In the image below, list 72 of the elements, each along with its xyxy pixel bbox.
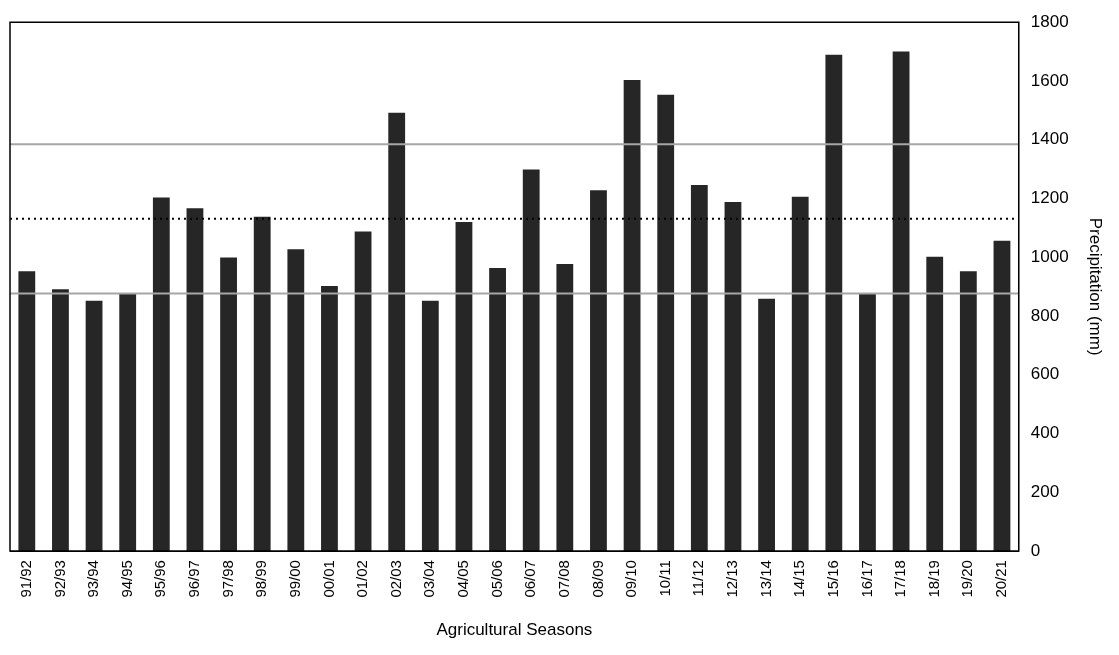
bar bbox=[859, 293, 876, 552]
bar bbox=[253, 216, 271, 552]
x-tick-label: 04/05 bbox=[454, 560, 472, 598]
x-tick-label: 16/17 bbox=[857, 560, 875, 598]
bar bbox=[52, 289, 69, 552]
bar bbox=[455, 221, 473, 552]
bar bbox=[220, 257, 237, 552]
bar bbox=[152, 197, 170, 552]
x-tick-label: 12/13 bbox=[723, 560, 741, 598]
bar bbox=[18, 271, 36, 552]
x-tick-label: 11/12 bbox=[689, 560, 707, 597]
y-tick-label: 200 bbox=[1030, 481, 1060, 501]
bar bbox=[186, 208, 204, 552]
bar bbox=[287, 249, 305, 552]
bar bbox=[724, 202, 742, 552]
y-axis-title: Precipitation (mm) bbox=[1086, 217, 1106, 356]
bar bbox=[657, 94, 675, 552]
y-tick-label: 1800 bbox=[1030, 11, 1069, 31]
bar bbox=[489, 268, 506, 552]
y-tick-label: 600 bbox=[1030, 364, 1060, 384]
x-tick-label: 03/04 bbox=[420, 560, 438, 598]
x-tick-label: 00/01 bbox=[319, 560, 337, 598]
bar bbox=[85, 300, 103, 552]
y-tick-label: 800 bbox=[1030, 305, 1060, 325]
bar bbox=[522, 169, 540, 552]
x-tick-label: 91/92 bbox=[16, 560, 34, 598]
x-tick-label: 01/02 bbox=[353, 560, 371, 598]
x-tick-label: 18/19 bbox=[924, 560, 942, 598]
bar bbox=[119, 293, 137, 552]
bar bbox=[758, 298, 775, 552]
x-tick-label: 95/96 bbox=[151, 560, 169, 598]
bar bbox=[590, 190, 607, 552]
y-tick-label: 1000 bbox=[1030, 246, 1069, 266]
y-tick-label: 1200 bbox=[1030, 188, 1069, 208]
bar bbox=[321, 286, 338, 552]
x-tick-label: 09/10 bbox=[622, 560, 640, 598]
x-tick-label: 92/93 bbox=[50, 560, 68, 598]
x-tick-label: 93/94 bbox=[84, 560, 102, 598]
bar bbox=[388, 112, 406, 552]
x-tick-label: 97/98 bbox=[218, 560, 236, 598]
x-tick-label: 20/21 bbox=[992, 560, 1010, 598]
bar bbox=[993, 240, 1011, 552]
x-tick-label: 17/18 bbox=[891, 560, 909, 598]
y-tick-label: 0 bbox=[1030, 540, 1041, 560]
bar bbox=[690, 184, 708, 552]
y-tick-label: 1400 bbox=[1030, 129, 1069, 149]
x-tick-label: 10/11 bbox=[655, 560, 673, 597]
bar bbox=[825, 54, 843, 552]
x-axis-title: Agricultural Seasons bbox=[436, 620, 593, 640]
bar bbox=[892, 51, 910, 552]
bar bbox=[791, 196, 809, 552]
x-tick-label: 19/20 bbox=[958, 560, 976, 598]
y-tick-label: 1600 bbox=[1030, 70, 1069, 90]
x-tick-label: 13/14 bbox=[756, 560, 774, 598]
bar bbox=[556, 264, 574, 552]
x-tick-label: 99/00 bbox=[285, 560, 303, 598]
x-tick-label: 02/03 bbox=[386, 560, 404, 598]
x-tick-label: 15/16 bbox=[823, 560, 841, 598]
bar bbox=[623, 80, 641, 552]
x-tick-label: 14/15 bbox=[790, 560, 808, 598]
x-tick-label: 98/99 bbox=[252, 560, 270, 598]
x-tick-label: 06/07 bbox=[521, 560, 539, 598]
y-tick-label: 400 bbox=[1030, 423, 1060, 443]
x-tick-label: 08/09 bbox=[588, 560, 606, 598]
x-tick-label: 96/97 bbox=[185, 560, 203, 598]
bar bbox=[421, 300, 439, 552]
x-tick-label: 05/06 bbox=[487, 560, 505, 598]
bar bbox=[926, 256, 944, 552]
x-tick-label: 07/08 bbox=[554, 560, 572, 598]
bar bbox=[959, 271, 977, 552]
bar bbox=[354, 231, 372, 552]
x-tick-label: 94/95 bbox=[117, 560, 135, 598]
